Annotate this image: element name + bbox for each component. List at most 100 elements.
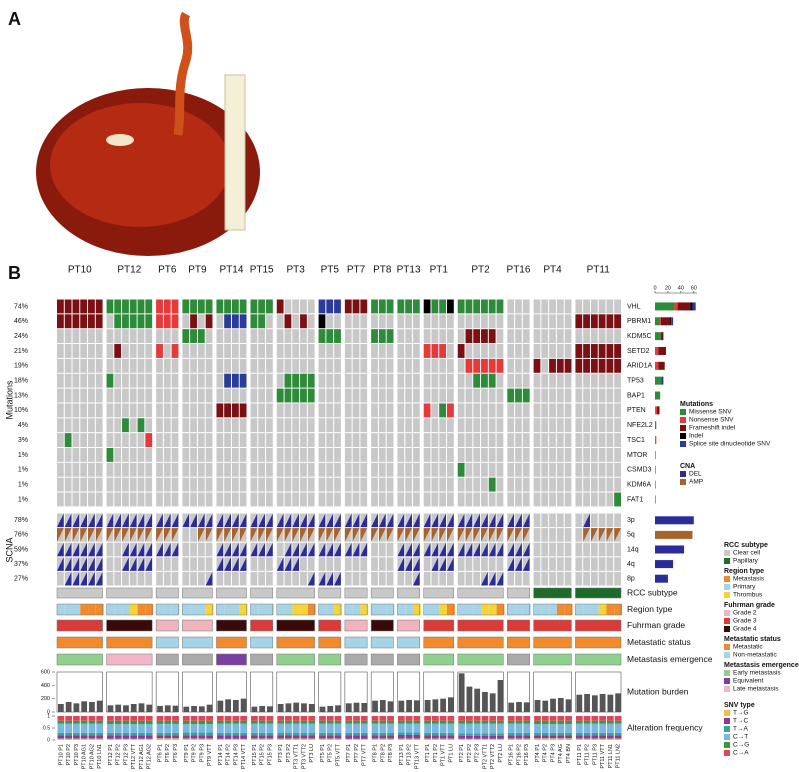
cell bbox=[405, 462, 412, 477]
sample-label: PT7 P1 bbox=[346, 744, 352, 762]
cna-triangle bbox=[239, 528, 247, 542]
cell bbox=[106, 542, 114, 557]
cell bbox=[575, 433, 583, 447]
cell bbox=[182, 314, 190, 329]
mutation-cell bbox=[614, 344, 621, 358]
cna-triangle bbox=[412, 513, 420, 528]
cell bbox=[190, 557, 197, 571]
cell bbox=[614, 571, 621, 586]
sample-label: PT7 P2 bbox=[354, 744, 360, 762]
sample-label: PT6 P3 bbox=[173, 744, 179, 762]
spectrum-segment bbox=[107, 716, 114, 721]
legend-swatch bbox=[680, 479, 686, 485]
cell bbox=[397, 358, 405, 373]
spectrum-segment bbox=[534, 716, 541, 721]
spectrum-segment bbox=[277, 738, 285, 740]
cell bbox=[549, 462, 556, 477]
spectrum-segment bbox=[224, 735, 232, 739]
cell bbox=[590, 448, 598, 462]
spectrum-segment bbox=[216, 738, 224, 740]
legend-title: Metastatic status bbox=[724, 636, 781, 643]
burden-bar bbox=[267, 706, 273, 712]
spectrum-segment bbox=[326, 720, 334, 724]
cell bbox=[575, 462, 583, 477]
cna-triangle bbox=[239, 557, 247, 571]
cell bbox=[284, 403, 292, 418]
cell bbox=[197, 344, 205, 358]
cell bbox=[326, 557, 334, 571]
burden-bar bbox=[508, 702, 515, 712]
cell bbox=[276, 433, 284, 447]
cell bbox=[371, 388, 378, 403]
burden-bar bbox=[607, 694, 614, 712]
cell bbox=[575, 373, 583, 388]
cell bbox=[307, 358, 315, 373]
cell bbox=[533, 542, 541, 557]
cell bbox=[473, 477, 481, 492]
y-tick-label: 0.5 bbox=[43, 725, 50, 731]
spectrum-segment bbox=[447, 732, 455, 736]
spectrum-segment bbox=[277, 720, 285, 724]
cell bbox=[106, 477, 114, 492]
status-cell bbox=[56, 636, 103, 649]
cell bbox=[80, 403, 88, 418]
cell bbox=[64, 477, 72, 492]
burden-bar bbox=[81, 701, 88, 712]
mutation-cell bbox=[72, 314, 80, 329]
cna-triangle bbox=[300, 542, 307, 557]
cell bbox=[371, 403, 378, 418]
cell bbox=[386, 433, 394, 447]
cell bbox=[114, 542, 122, 557]
freq-bar bbox=[655, 332, 661, 341]
cell bbox=[549, 388, 556, 403]
sample-label: PT9 P3 bbox=[199, 744, 205, 762]
region-cell bbox=[533, 604, 542, 615]
cell bbox=[465, 344, 473, 358]
cell bbox=[163, 329, 171, 344]
spectrum-segment bbox=[439, 720, 447, 724]
region-cell bbox=[276, 604, 285, 615]
mutation-cell bbox=[163, 314, 171, 329]
grade-cell bbox=[457, 619, 504, 632]
grade-cell bbox=[276, 619, 315, 632]
grade-cell bbox=[370, 619, 394, 632]
cell bbox=[473, 571, 481, 586]
cell bbox=[598, 448, 606, 462]
cell bbox=[216, 314, 224, 329]
cell bbox=[439, 571, 447, 586]
emergence-cell bbox=[344, 653, 368, 666]
spectrum-segment bbox=[379, 720, 387, 724]
cna-triangle bbox=[292, 528, 300, 542]
cell bbox=[224, 557, 231, 571]
cell bbox=[397, 433, 405, 447]
cell bbox=[258, 477, 266, 492]
cna-triangle bbox=[412, 557, 420, 571]
cell bbox=[352, 373, 360, 388]
cell bbox=[258, 571, 266, 586]
mutation-cell bbox=[300, 314, 307, 329]
cna-triangle bbox=[481, 513, 488, 528]
cell bbox=[371, 448, 378, 462]
spectrum-segment bbox=[251, 716, 258, 721]
mutation-cell bbox=[522, 388, 530, 403]
spectrum-segment bbox=[379, 716, 387, 721]
spectrum-segment bbox=[599, 716, 606, 721]
spectrum-segment bbox=[371, 732, 379, 736]
patient-box bbox=[533, 603, 572, 616]
spectrum-segment bbox=[405, 720, 413, 724]
spectrum-segment bbox=[182, 716, 190, 721]
cell bbox=[171, 418, 179, 433]
cna-triangle bbox=[431, 557, 439, 571]
spectrum-segment bbox=[198, 738, 206, 740]
cell bbox=[378, 448, 386, 462]
cell bbox=[72, 329, 80, 344]
burden-bar bbox=[308, 704, 315, 712]
cell bbox=[447, 513, 454, 528]
cell bbox=[598, 462, 606, 477]
spectrum-segment bbox=[353, 720, 360, 724]
burden-bar bbox=[550, 698, 556, 712]
cell bbox=[397, 492, 405, 507]
burden-bar bbox=[240, 698, 247, 712]
cell bbox=[190, 448, 197, 462]
sample-label: PT10 P3 bbox=[74, 744, 80, 765]
